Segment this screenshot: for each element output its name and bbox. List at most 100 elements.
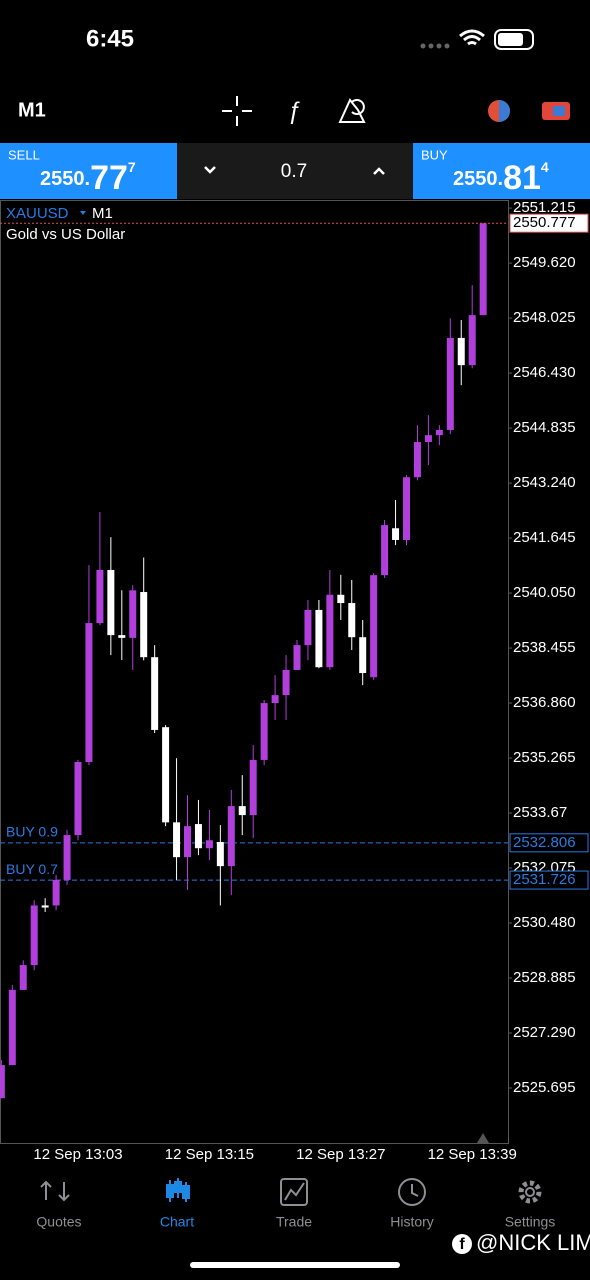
candle-body xyxy=(216,841,224,867)
sell-price: 2550.777 xyxy=(40,159,136,197)
y-tick-label: 2549.620 xyxy=(513,254,576,271)
buy-button[interactable] xyxy=(413,143,590,199)
candle-body xyxy=(140,592,148,658)
bid-price: 2550.777 xyxy=(513,214,576,231)
candle-body xyxy=(348,603,356,638)
sell-price-main: 2550. xyxy=(40,168,90,190)
candle-body xyxy=(129,590,137,638)
buy-label: BUY xyxy=(421,147,448,162)
trade-tab-line xyxy=(284,1182,305,1201)
candle-body xyxy=(293,645,301,670)
candle-body xyxy=(41,905,49,908)
tab-label[interactable]: Quotes xyxy=(36,1214,81,1230)
candle-body xyxy=(96,569,104,624)
trade-tab-icon xyxy=(280,1178,308,1206)
order-price-box xyxy=(509,870,589,890)
y-tick-label: 2546.430 xyxy=(513,364,576,381)
buy-price-big: 81 xyxy=(503,159,541,197)
settings-center xyxy=(525,1187,535,1197)
indicators-icon[interactable]: ƒ xyxy=(287,97,300,124)
buy-price-main: 2550. xyxy=(453,168,503,190)
y-tick-label: 2533.67 xyxy=(513,804,567,821)
candle-body xyxy=(151,657,159,730)
scroll-marker xyxy=(477,1133,489,1143)
y-tick-label: 2535.265 xyxy=(513,749,576,766)
facebook-icon xyxy=(452,1234,472,1254)
tab-label[interactable]: Trade xyxy=(276,1214,312,1230)
candle-body xyxy=(249,759,257,816)
y-tick-label: 2530.480 xyxy=(513,914,576,931)
tab-label[interactable]: Settings xyxy=(505,1214,556,1230)
y-tick-label: 2551.215 xyxy=(513,199,576,216)
candle-body xyxy=(315,609,323,668)
wifi-icon xyxy=(459,29,485,46)
candle-body xyxy=(381,525,389,576)
candle-body xyxy=(326,594,334,668)
y-tick-label: 2548.025 xyxy=(513,309,576,326)
history-hands xyxy=(411,1184,419,1197)
candle-body xyxy=(282,669,290,696)
sell-button[interactable] xyxy=(0,143,177,199)
tab-label[interactable]: History xyxy=(390,1214,434,1230)
candle-body xyxy=(63,835,71,880)
y-tick-label: 2527.290 xyxy=(513,1024,576,1041)
candle-body xyxy=(118,635,126,638)
candle-body xyxy=(30,905,38,966)
facebook-f: f xyxy=(459,1236,465,1253)
volume-down[interactable] xyxy=(204,166,216,174)
candle-body xyxy=(52,879,60,906)
candle-body xyxy=(271,695,279,704)
volume[interactable]: 0.7 xyxy=(281,161,307,182)
candle-body xyxy=(184,826,191,858)
y-tick-label: 2525.695 xyxy=(513,1079,576,1096)
candle-body xyxy=(337,594,345,604)
status-time: 6:45 xyxy=(86,25,134,52)
symbol-dropdown[interactable] xyxy=(80,211,86,215)
x-tick-label: 12 Sep 13:03 xyxy=(33,1146,122,1163)
candle-body xyxy=(435,429,443,436)
quotes-icon xyxy=(40,1180,70,1202)
candle-body xyxy=(85,623,93,763)
chart-tab-icon xyxy=(166,1178,190,1202)
candle-body xyxy=(162,727,170,823)
candle-body xyxy=(107,569,115,636)
candle-body xyxy=(304,609,312,646)
objects-icon[interactable] xyxy=(338,98,366,123)
candle-body xyxy=(74,762,82,836)
sell-label: SELL xyxy=(8,147,40,162)
order-label: BUY 0.7 xyxy=(6,861,58,877)
chart: 2551.215 2549.620 2548.025 2546.430 2544.835… xyxy=(0,199,589,1163)
battery-level xyxy=(498,33,523,46)
timeframe-button[interactable]: M1 xyxy=(18,99,46,121)
history-icon xyxy=(398,1178,426,1206)
candle-body xyxy=(468,315,476,366)
y-tick-label: 2536.860 xyxy=(513,694,576,711)
candle-body xyxy=(479,223,487,316)
candle-body xyxy=(359,637,367,674)
candle-body xyxy=(260,703,268,760)
candle-body xyxy=(457,337,465,366)
candle-body xyxy=(205,840,213,849)
y-tick-label: 2543.240 xyxy=(513,474,576,491)
sell-price-big: 77 xyxy=(90,159,128,197)
chart-symbol[interactable]: XAUUSD xyxy=(6,205,69,222)
y-tick-label: 2540.050 xyxy=(513,584,576,601)
volume-up[interactable] xyxy=(373,167,385,175)
home-indicator xyxy=(190,1262,400,1268)
volume-panel xyxy=(177,143,413,199)
candle-body xyxy=(413,442,421,478)
order-price-box xyxy=(509,833,589,853)
tab-label[interactable]: Chart xyxy=(160,1214,194,1230)
settings-icon xyxy=(518,1180,542,1204)
chart-description: Gold vs US Dollar xyxy=(6,226,125,243)
candle-body xyxy=(8,989,16,1066)
y-tick-label: 2544.835 xyxy=(513,419,576,436)
signal xyxy=(420,43,450,49)
crosshair-icon[interactable] xyxy=(222,96,252,126)
bid-price-box xyxy=(509,213,589,233)
chart-timeframe: M1 xyxy=(92,205,113,222)
order-price: 2532.806 xyxy=(513,834,576,851)
candle-body xyxy=(403,477,410,540)
